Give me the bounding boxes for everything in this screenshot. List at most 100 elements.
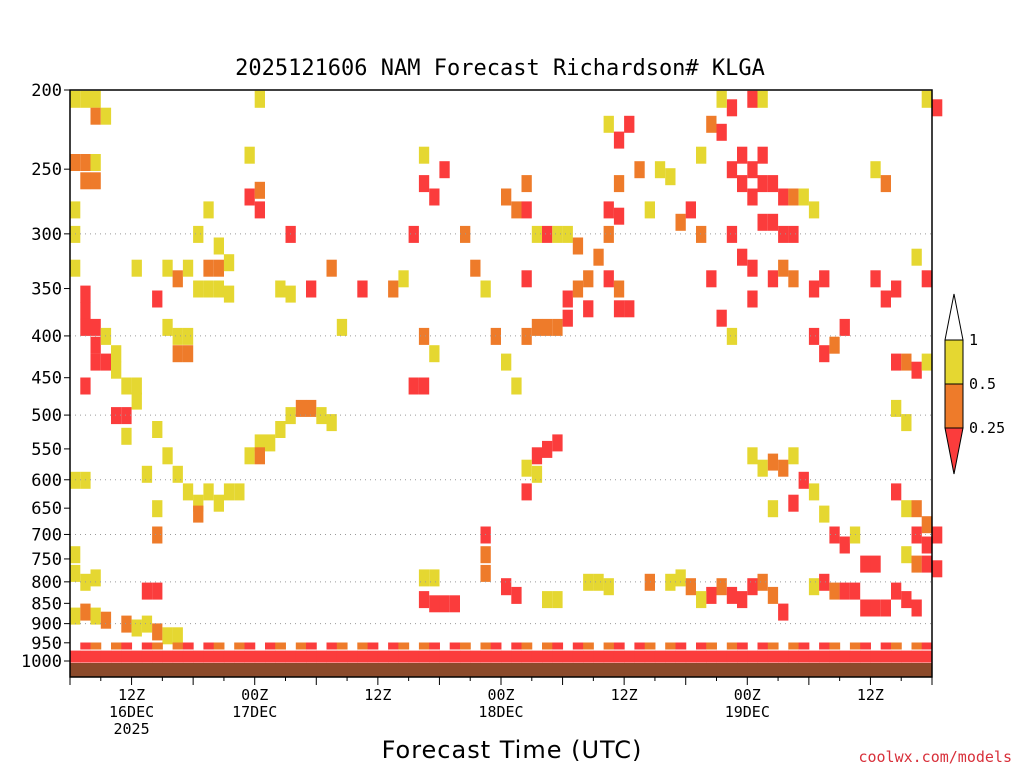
surface-band-cell [480, 642, 492, 650]
heatmap-cell [90, 569, 101, 587]
heatmap-cell [747, 90, 758, 108]
surface-band-cell [767, 650, 779, 663]
heatmap-cell [111, 407, 122, 425]
heatmap-cell [501, 578, 512, 596]
surface-band-cell [285, 650, 297, 663]
heatmap-cell [531, 318, 543, 336]
heatmap-cell [182, 327, 194, 345]
surface-band-cell [634, 642, 646, 650]
surface-band-cell [716, 650, 728, 663]
heatmap-cell [542, 225, 553, 243]
surface-band-cell [788, 642, 800, 650]
legend-swatch [944, 383, 964, 429]
heatmap-cell [90, 172, 101, 190]
surface-band-cell [665, 642, 676, 650]
surface-band-cell [808, 650, 820, 663]
legend-label: 0.25 [969, 419, 1005, 437]
surface-band-cell [613, 642, 625, 650]
heatmap-cell [70, 471, 81, 489]
surface-band-cell [121, 642, 133, 650]
heatmap-cell [932, 526, 943, 544]
heatmap-cell [152, 582, 163, 600]
heatmap-cell [470, 259, 481, 277]
heatmap-cell [152, 290, 163, 308]
heatmap-cell [808, 483, 820, 501]
surface-band-cell [737, 650, 748, 663]
heatmap-cell [131, 392, 142, 410]
legend-swatch [944, 339, 964, 385]
heatmap-cell [778, 188, 789, 206]
surface-band-cell [480, 650, 492, 663]
surface-band-cell [778, 650, 789, 663]
heatmap-cell [203, 280, 214, 298]
x-tick-label: 12Z [364, 686, 391, 704]
surface-band-cell [849, 650, 861, 663]
heatmap-cell [778, 259, 789, 277]
surface-band-cell [726, 650, 738, 663]
heatmap-cell [808, 280, 820, 298]
heatmap-cell [80, 172, 91, 190]
heatmap-cell [654, 161, 666, 179]
surface-band-cell [141, 650, 153, 663]
heatmap-cell [254, 447, 265, 465]
heatmap-cell [285, 285, 296, 303]
y-tick-label: 700 [31, 525, 62, 545]
heatmap-cell [767, 213, 779, 231]
heatmap-cell [80, 603, 91, 621]
heatmap-cell [603, 115, 614, 133]
heatmap-cell [706, 270, 717, 288]
heatmap-cell [326, 259, 337, 277]
surface-band-cell [244, 650, 256, 663]
surface-band-cell [921, 642, 933, 650]
heatmap-cell [583, 300, 594, 318]
heatmap-cell [603, 201, 614, 219]
surface-band-cell [275, 642, 286, 650]
surface-band-cell [870, 650, 882, 663]
surface-band-cell [531, 650, 543, 663]
heatmap-cell [562, 309, 573, 327]
legend-label: 1 [969, 331, 978, 349]
heatmap-cell [870, 599, 881, 617]
heatmap-cell [254, 181, 265, 199]
surface-band-cell [613, 650, 625, 663]
heatmap-cell [932, 99, 943, 117]
heatmap-cell [172, 465, 183, 483]
surface-band-cell [839, 650, 851, 663]
heatmap-cell [747, 188, 758, 206]
heatmap-cell [531, 447, 543, 465]
heatmap-cell [306, 280, 317, 298]
heatmap-cell [418, 569, 430, 587]
heatmap-cell [613, 175, 625, 193]
x-tick-label: 00Z [241, 686, 268, 704]
heatmap-cell [839, 536, 850, 554]
heatmap-cell [562, 290, 573, 308]
surface-band-cell [213, 650, 225, 663]
surface-band-cell [172, 642, 184, 650]
surface-band-cell [326, 642, 338, 650]
heatmap-cell [80, 285, 91, 303]
surface-band-cell [798, 642, 810, 650]
heatmap-cell [70, 154, 81, 171]
ground-surface [70, 663, 932, 677]
surface-band-cell [542, 642, 553, 650]
heatmap-cell [583, 573, 594, 591]
heatmap-cell [285, 225, 296, 243]
surface-band-cell [213, 642, 225, 650]
heatmap-cell [921, 270, 932, 288]
y-tick-label: 750 [31, 550, 62, 570]
heatmap-cell [562, 225, 573, 243]
heatmap-cell [613, 207, 625, 225]
heatmap-cell [798, 471, 809, 489]
heatmap-cell [223, 254, 235, 272]
heatmap-cell [716, 309, 727, 327]
y-tick-label: 950 [31, 634, 62, 654]
heatmap-cell [901, 591, 912, 609]
heatmap-cell [901, 353, 912, 371]
surface-band-cell [685, 650, 697, 663]
surface-band-cell [326, 650, 338, 663]
surface-band-cell [265, 642, 276, 650]
legend-arrow-bottom [944, 427, 964, 475]
x-tick-label: 17DEC [232, 703, 277, 721]
credit-link[interactable]: coolwx.com/models [858, 748, 1012, 766]
